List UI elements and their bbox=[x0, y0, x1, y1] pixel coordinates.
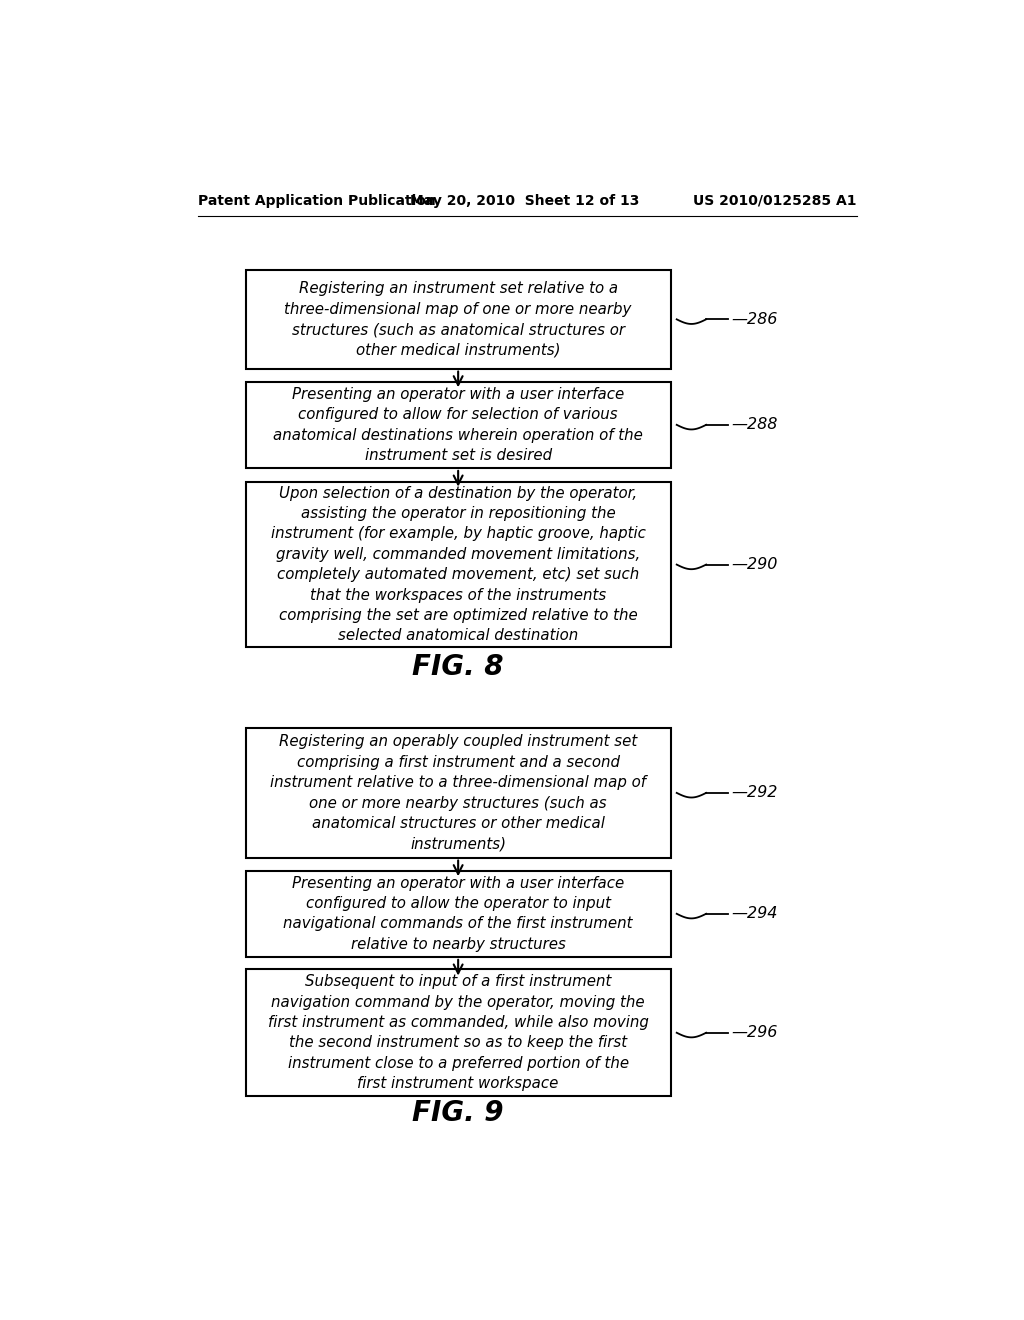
Text: Patent Application Publication: Patent Application Publication bbox=[198, 194, 435, 207]
Text: FIG. 8: FIG. 8 bbox=[413, 652, 504, 681]
Text: —288: —288 bbox=[731, 417, 777, 433]
Text: Presenting an operator with a user interface
configured to allow for selection o: Presenting an operator with a user inter… bbox=[273, 387, 643, 463]
Text: Presenting an operator with a user interface
configured to allow the operator to: Presenting an operator with a user inter… bbox=[284, 875, 633, 952]
Bar bbox=[246, 871, 671, 957]
Text: FIG. 9: FIG. 9 bbox=[413, 1100, 504, 1127]
Text: —294: —294 bbox=[731, 907, 777, 921]
Bar bbox=[246, 482, 671, 647]
Text: —296: —296 bbox=[731, 1026, 777, 1040]
Text: Upon selection of a destination by the operator,
assisting the operator in repos: Upon selection of a destination by the o… bbox=[270, 486, 645, 643]
Bar bbox=[246, 729, 671, 858]
Text: —286: —286 bbox=[731, 312, 777, 327]
Text: —292: —292 bbox=[731, 785, 777, 800]
Bar bbox=[246, 969, 671, 1096]
Text: May 20, 2010  Sheet 12 of 13: May 20, 2010 Sheet 12 of 13 bbox=[411, 194, 639, 207]
Text: US 2010/0125285 A1: US 2010/0125285 A1 bbox=[693, 194, 856, 207]
Bar bbox=[246, 381, 671, 469]
Text: Registering an operably coupled instrument set
comprising a first instrument and: Registering an operably coupled instrume… bbox=[270, 734, 646, 851]
Text: —290: —290 bbox=[731, 557, 777, 572]
Bar bbox=[246, 271, 671, 368]
Text: Subsequent to input of a first instrument
navigation command by the operator, mo: Subsequent to input of a first instrumen… bbox=[267, 974, 648, 1092]
Text: Registering an instrument set relative to a
three-dimensional map of one or more: Registering an instrument set relative t… bbox=[285, 281, 632, 358]
